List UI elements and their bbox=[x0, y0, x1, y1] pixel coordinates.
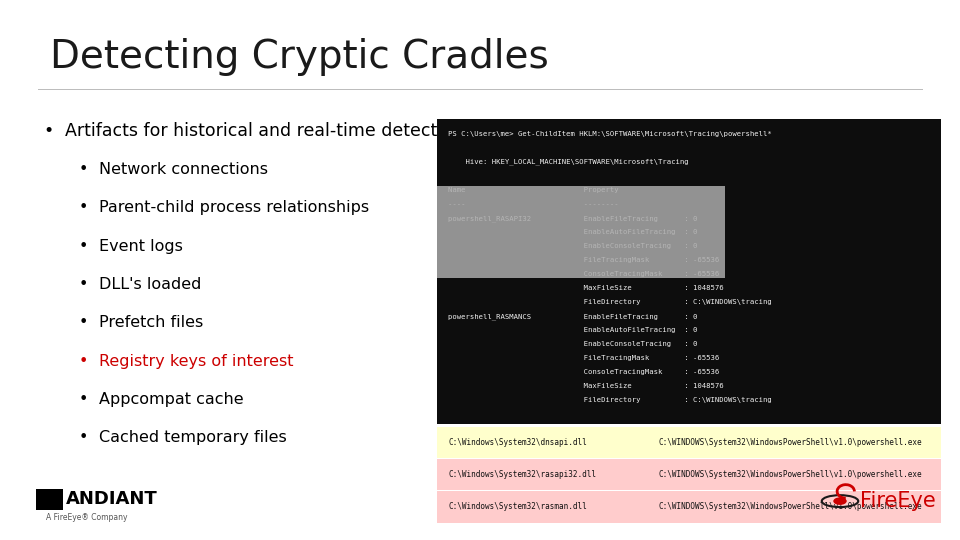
Text: PS C:\Users\me> Get-ChildItem HKLM:\SOFTWARE\Microsoft\Tracing\powershell*: PS C:\Users\me> Get-ChildItem HKLM:\SOFT… bbox=[448, 131, 772, 137]
Text: ----                           --------: ---- -------- bbox=[448, 201, 619, 207]
Text: EnableAutoFileTracing  : 0: EnableAutoFileTracing : 0 bbox=[448, 327, 698, 333]
Text: MaxFileSize            : 1048576: MaxFileSize : 1048576 bbox=[448, 383, 724, 389]
Text: C:\Windows\System32\dnsapi.dll: C:\Windows\System32\dnsapi.dll bbox=[448, 438, 588, 447]
Text: Appcompat cache: Appcompat cache bbox=[99, 392, 244, 407]
Text: Event logs: Event logs bbox=[99, 239, 182, 254]
Text: C:\Windows\System32\rasapi32.dll: C:\Windows\System32\rasapi32.dll bbox=[448, 470, 596, 480]
Text: DLL's loaded: DLL's loaded bbox=[99, 277, 202, 292]
Text: FileTracingMask        : -65536: FileTracingMask : -65536 bbox=[448, 355, 720, 361]
Text: Registry keys of interest: Registry keys of interest bbox=[99, 354, 294, 369]
Text: FireEye: FireEye bbox=[860, 491, 936, 511]
Text: Cached temporary files: Cached temporary files bbox=[99, 430, 287, 445]
Text: •: • bbox=[79, 239, 88, 254]
Text: •: • bbox=[79, 430, 88, 445]
Text: EnableAutoFileTracing  : 0: EnableAutoFileTracing : 0 bbox=[448, 229, 698, 235]
Text: FileDirectory          : C:\WINDOWS\tracing: FileDirectory : C:\WINDOWS\tracing bbox=[448, 299, 772, 305]
Text: Prefetch files: Prefetch files bbox=[99, 315, 204, 330]
Text: MaxFileSize            : 1048576: MaxFileSize : 1048576 bbox=[448, 285, 724, 291]
Text: Hive: HKEY_LOCAL_MACHINE\SOFTWARE\Microsoft\Tracing: Hive: HKEY_LOCAL_MACHINE\SOFTWARE\Micros… bbox=[448, 159, 689, 165]
Text: Artifacts for historical and real-time detection: Artifacts for historical and real-time d… bbox=[65, 122, 464, 139]
Text: FileTracingMask        : -65536: FileTracingMask : -65536 bbox=[448, 257, 720, 263]
Text: EnableConsoleTracing   : 0: EnableConsoleTracing : 0 bbox=[448, 341, 698, 347]
Bar bbox=[437, 459, 941, 490]
Text: •: • bbox=[43, 122, 54, 139]
Text: Name                           Property: Name Property bbox=[448, 187, 619, 193]
Text: FileDirectory          : C:\WINDOWS\tracing: FileDirectory : C:\WINDOWS\tracing bbox=[448, 397, 772, 403]
Text: powershell_RASMANCS            EnableFileTracing      : 0: powershell_RASMANCS EnableFileTracing : … bbox=[448, 313, 698, 320]
Text: C:\WINDOWS\System32\WindowsPowerShell\v1.0\powershell.exe: C:\WINDOWS\System32\WindowsPowerShell\v1… bbox=[659, 438, 923, 447]
Text: EnableConsoleTracing   : 0: EnableConsoleTracing : 0 bbox=[448, 243, 698, 249]
Text: ANDIANT: ANDIANT bbox=[66, 490, 158, 509]
Text: Parent-child process relationships: Parent-child process relationships bbox=[99, 200, 369, 215]
Bar bbox=[437, 186, 725, 278]
Text: •: • bbox=[79, 200, 88, 215]
Text: ConsoleTracingMask     : -65536: ConsoleTracingMask : -65536 bbox=[448, 369, 720, 375]
Text: •: • bbox=[79, 392, 88, 407]
Text: C:\WINDOWS\System32\WindowsPowerShell\v1.0\powershell.exe: C:\WINDOWS\System32\WindowsPowerShell\v1… bbox=[659, 470, 923, 480]
Circle shape bbox=[833, 497, 847, 505]
Text: Detecting Cryptic Cradles: Detecting Cryptic Cradles bbox=[50, 38, 549, 76]
Text: •: • bbox=[79, 354, 88, 369]
Text: •: • bbox=[79, 162, 88, 177]
Text: •: • bbox=[79, 315, 88, 330]
Bar bbox=[437, 491, 941, 523]
Text: C:\WINDOWS\System32\WindowsPowerShell\v1.0\powershell.exe: C:\WINDOWS\System32\WindowsPowerShell\v1… bbox=[659, 502, 923, 511]
Text: C:\Windows\System32\rasman.dll: C:\Windows\System32\rasman.dll bbox=[448, 502, 588, 511]
Text: ConsoleTracingMask     : -65536: ConsoleTracingMask : -65536 bbox=[448, 271, 720, 277]
Text: Network connections: Network connections bbox=[99, 162, 268, 177]
Text: A FireEye® Company: A FireEye® Company bbox=[46, 513, 128, 522]
Text: •: • bbox=[79, 277, 88, 292]
Bar bbox=[437, 119, 941, 424]
Text: powershell_RASAPI32            EnableFileTracing      : 0: powershell_RASAPI32 EnableFileTracing : … bbox=[448, 215, 698, 221]
Bar bbox=[36, 489, 63, 510]
Bar bbox=[437, 427, 941, 458]
